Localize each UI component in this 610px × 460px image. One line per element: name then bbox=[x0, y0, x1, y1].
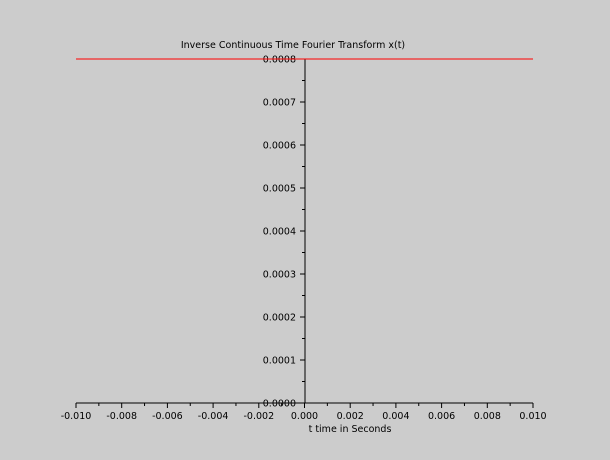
x-axis-label: t time in Seconds bbox=[309, 424, 392, 435]
chart-title: Inverse Continuous Time Fourier Transfor… bbox=[181, 40, 405, 51]
y-tick-label: 0.0005 bbox=[263, 184, 296, 195]
x-tick-label: 0.006 bbox=[428, 411, 455, 422]
x-tick-label: -0.002 bbox=[243, 411, 274, 422]
x-tick-label: 0.004 bbox=[382, 411, 409, 422]
y-tick-label: 0.0006 bbox=[263, 141, 296, 152]
x-tick-label: -0.006 bbox=[152, 411, 183, 422]
x-tick-label: -0.004 bbox=[198, 411, 229, 422]
x-tick-label: 0.002 bbox=[337, 411, 364, 422]
y-tick-label: 0.0003 bbox=[263, 270, 296, 281]
x-tick-label: 0.000 bbox=[291, 411, 318, 422]
y-tick-label: 0.0000 bbox=[263, 399, 296, 410]
y-tick-label: 0.0007 bbox=[263, 98, 296, 109]
y-tick-label: 0.0001 bbox=[263, 356, 296, 367]
x-tick-label: -0.008 bbox=[106, 411, 137, 422]
x-axis: -0.010 -0.008 -0.006 -0.004 -0.002 0.000 0.002… bbox=[61, 402, 547, 422]
y-tick-label: 0.0002 bbox=[263, 313, 296, 324]
x-tick-label: -0.010 bbox=[61, 411, 92, 422]
y-tick-label: 0.0008 bbox=[263, 55, 296, 66]
y-axis: 0.0000 0.0001 0.0002 0.0003 0.0004 0.0005 0.00… bbox=[263, 55, 306, 410]
x-tick-label: 0.008 bbox=[474, 411, 501, 422]
y-tick-label: 0.0004 bbox=[263, 227, 296, 238]
x-tick-label: 0.010 bbox=[519, 411, 546, 422]
